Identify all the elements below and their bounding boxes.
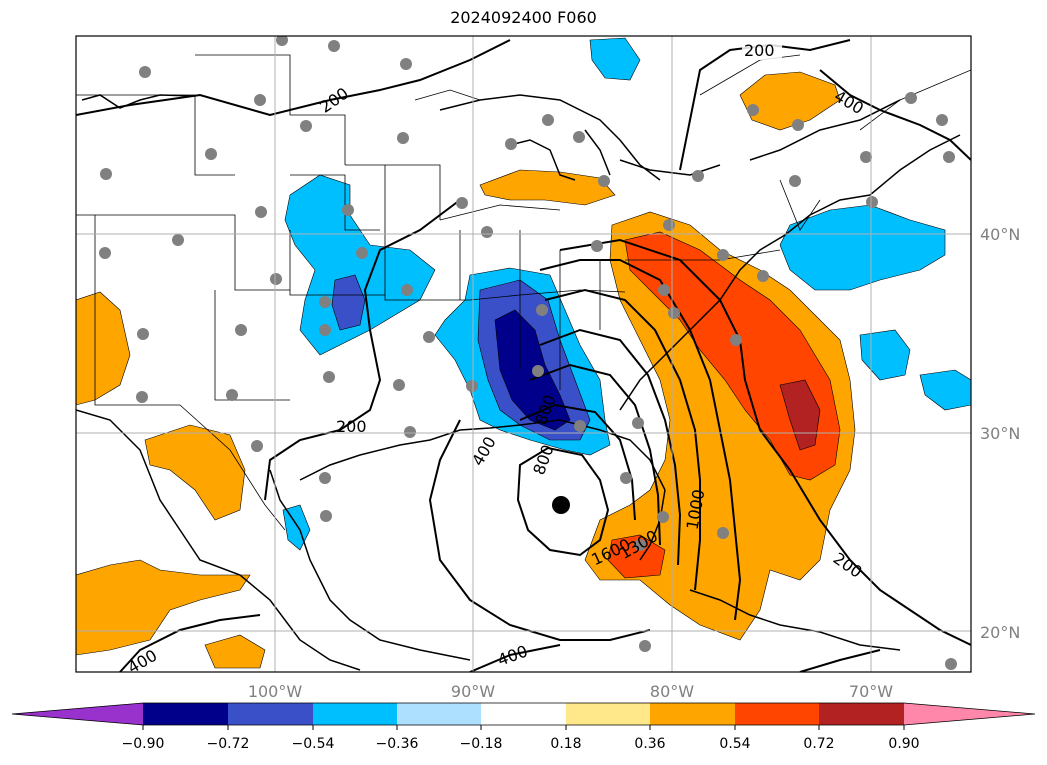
- anomaly-lightblue-quebec: [589, 37, 641, 81]
- contour-200-gulf: [264, 199, 461, 501]
- contour-400-south: [469, 644, 561, 672]
- contour-400-ne: [819, 69, 971, 161]
- anomaly-lightblue-atlantic: [859, 329, 911, 381]
- contour-200-north: [76, 39, 511, 117]
- colorbar-tick-label: −0.36: [376, 736, 419, 752]
- anomaly-red-south: [607, 534, 666, 579]
- contour-400-sw: [119, 614, 261, 672]
- colorbar: −0.90 −0.72 −0.54 −0.36 −0.18 0.18 0.36 …: [11, 702, 1036, 752]
- contour-200-east: [559, 238, 971, 646]
- lon-label: 80°W: [650, 682, 694, 701]
- anomaly-orange-baja: [204, 634, 266, 669]
- contour-1000: [529, 363, 661, 546]
- lon-label: 100°W: [248, 682, 303, 701]
- map-title: 2024092400 F060: [450, 8, 597, 27]
- contour-400-center: [539, 259, 742, 621]
- anomaly-orange-mexico: [144, 424, 246, 521]
- colorbar-extend-right: [904, 703, 1035, 725]
- contour-1600: [516, 446, 610, 557]
- contour-200-ne: [679, 39, 851, 171]
- anomaly-blue-texas: [331, 274, 366, 331]
- colorbar-segment: [313, 703, 397, 725]
- contour-outer-gulf: [428, 419, 651, 641]
- lon-label: 70°W: [849, 682, 893, 701]
- anomaly-orange-lakes: [479, 169, 616, 206]
- colorbar-tick-label: −0.18: [460, 736, 503, 752]
- lon-label: 90°W: [451, 682, 495, 701]
- lat-label: 30°N: [980, 424, 1020, 443]
- colorbar-segment: [397, 703, 481, 725]
- colorbar-tick-label: −0.72: [207, 736, 250, 752]
- colorbar-tick-label: 0.36: [634, 736, 665, 752]
- height-contours: [76, 39, 971, 672]
- lat-label: 40°N: [980, 225, 1020, 244]
- colorbar-segment: [650, 703, 735, 725]
- anomaly-orange-west: [76, 291, 131, 406]
- colorbar-tick-label: 0.18: [550, 736, 581, 752]
- contour-600: [544, 288, 701, 591]
- contour-label: 200: [336, 417, 367, 436]
- colorbar-tick-label: 0.90: [888, 736, 919, 752]
- colorbar-segment: [143, 703, 228, 725]
- anomaly-red-east: [624, 231, 841, 481]
- colorbar-segment: [481, 703, 566, 725]
- colorbar-segment: [228, 703, 313, 725]
- contour-label: 200: [744, 41, 775, 60]
- colorbar-tick-label: 0.72: [803, 736, 834, 752]
- colorbar-extend-left: [12, 703, 143, 725]
- colorbar-segment: [819, 703, 904, 725]
- map-field: 200 200 200 200 400 400 400 400 800 800 …: [76, 36, 971, 672]
- map-frame: [75, 35, 972, 673]
- colorbar-tick-label: 0.54: [719, 736, 750, 752]
- contour-800: [539, 328, 682, 566]
- contour-1300: [519, 403, 636, 521]
- colorbar-segment: [566, 703, 650, 725]
- colorbar-tick-label: −0.90: [122, 736, 165, 752]
- anomaly-lightblue-far-east: [919, 369, 971, 411]
- colorbar-segment: [735, 703, 819, 725]
- lat-label: 20°N: [980, 623, 1020, 642]
- colorbar-tick-label: −0.54: [292, 736, 335, 752]
- contour-200-se: [799, 649, 881, 672]
- graticule: [76, 36, 971, 672]
- anomaly-orange-ne: [739, 71, 841, 131]
- storm-center-marker: [552, 496, 570, 514]
